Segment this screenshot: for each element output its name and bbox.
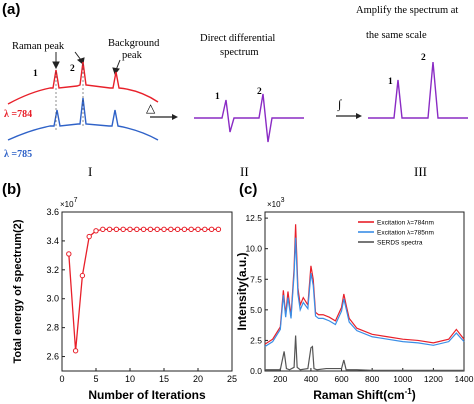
- diff-peak-1-label: 1: [215, 92, 220, 102]
- chart-c: ×103 200 400 600 800 1000 1200 1400 0.0 2.5 5.0 7.5…: [235, 197, 474, 402]
- y-tick-label: 2.8: [46, 323, 59, 333]
- x-tick-label: 1000: [393, 374, 412, 384]
- y-tick-label: 12.5: [245, 213, 262, 223]
- integral-icon: ∫: [337, 97, 342, 111]
- diff-title-line1: Direct differential: [200, 33, 275, 44]
- plot-frame: [264, 211, 465, 372]
- y-axis-title: Total energy of spectrum(2): [12, 219, 24, 363]
- x-tick-label: 400: [304, 374, 318, 384]
- peak-2-label: 2: [70, 64, 75, 74]
- energy-point: [195, 226, 201, 233]
- lambda-785-label: λ =785: [4, 149, 32, 160]
- y-tick-label: 0.0: [250, 366, 262, 376]
- y-tick-label: 3.6: [46, 207, 59, 217]
- chart-b: ×107 0 5 10 15 20 25 2.6 2.8 3.0 3.2 3.4 3.6 Number o…: [12, 197, 237, 402]
- y-axis-title: Intensity(a.u.): [235, 252, 249, 330]
- energy-point: [140, 226, 147, 233]
- y-tick-label: 7.5: [250, 274, 262, 284]
- x-tick-label: 25: [227, 374, 237, 384]
- y-tick-label: 2.6: [46, 352, 59, 362]
- diff-peak-2-label: 2: [257, 87, 262, 97]
- x-tick-label: 200: [273, 374, 287, 384]
- differential-spectrum-curve: [194, 93, 304, 143]
- x-tick-label: 15: [159, 374, 169, 384]
- annotation-arrows: [52, 51, 121, 76]
- background-peak-label-line1: Background: [108, 38, 160, 49]
- step-i-label: I: [88, 164, 92, 179]
- energy-point: [208, 226, 215, 233]
- lambda-784-label: λ =784: [4, 109, 32, 120]
- y-tick-label: 3.2: [46, 265, 59, 275]
- delta-icon: △: [146, 101, 156, 115]
- amp-peak-2-label: 2: [421, 53, 426, 63]
- y-tick-label: 3.4: [46, 236, 59, 246]
- spectrum-784-curve: [7, 61, 159, 105]
- legend-label-1: Excitation λ=785nm: [377, 230, 434, 237]
- x-tick-label: 0: [59, 374, 64, 384]
- energy-point: [188, 226, 194, 233]
- energy-point: [154, 226, 160, 233]
- amp-title-line2: the same scale: [366, 30, 427, 41]
- energy-point: [79, 272, 86, 279]
- energy-line: [68, 228, 219, 351]
- energy-point: [127, 226, 133, 233]
- amp-title-line1: Amplify the spectrum at: [356, 5, 458, 16]
- panel-b-label: (b): [2, 181, 21, 198]
- series-line-2: [265, 335, 464, 371]
- x-axis-title: Raman Shift(cm-1): [313, 387, 415, 402]
- panel-c: (c) ×103 200 400 600 800 1000 1200 1400 0.0 2.5 5.…: [235, 181, 474, 402]
- energy-point: [106, 226, 113, 233]
- x-tick-label: 600: [334, 374, 348, 384]
- peak-1-label: 1: [33, 69, 38, 79]
- energy-point: [86, 233, 92, 240]
- spectrum-785-curve: [7, 97, 159, 141]
- amp-peak-1-label: 1: [388, 77, 393, 87]
- panel-b: (b) ×107 0 5 10 15 20 25 2.6 2.8 3.0 3.2 3.4 3.6 Numb…: [2, 181, 237, 402]
- panel-a-label: (a): [2, 1, 20, 18]
- energy-point: [72, 348, 79, 354]
- x-tick-label: 1400: [455, 374, 474, 384]
- energy-point: [215, 226, 222, 233]
- amplified-spectrum-curve: [368, 61, 468, 119]
- y-tick-label: 3.0: [46, 294, 59, 304]
- y-multiplier: ×103: [267, 197, 285, 209]
- energy-point: [147, 226, 154, 233]
- energy-point: [120, 226, 126, 233]
- energy-point: [66, 251, 72, 257]
- panel-a: (a) Raman peak Background peak 1 2 λ =78…: [2, 1, 468, 179]
- step-ii-label: II: [240, 164, 249, 179]
- x-tick-label: 20: [193, 374, 203, 384]
- energy-point: [113, 226, 120, 233]
- plot-frame: [61, 211, 233, 372]
- x-tick-label: 800: [365, 374, 379, 384]
- panel-c-label: (c): [239, 181, 257, 198]
- diff-title-line2: spectrum: [220, 47, 259, 58]
- legend-label-2: SERDS spectra: [377, 240, 423, 247]
- energy-point: [181, 226, 188, 233]
- energy-point: [93, 228, 99, 234]
- energy-point: [134, 226, 140, 233]
- raman-peak-label: Raman peak: [12, 41, 65, 52]
- energy-point: [161, 226, 167, 233]
- y-tick-label: 2.5: [250, 335, 262, 345]
- y-multiplier: ×107: [60, 197, 78, 209]
- background-peak-label-line2: peak: [122, 50, 143, 61]
- energy-point: [202, 226, 208, 233]
- x-tick-label: 10: [125, 374, 135, 384]
- series-line-1: [264, 237, 465, 348]
- legend-label-0: Excitation λ=784nm: [377, 220, 434, 227]
- x-tick-label: 5: [93, 374, 98, 384]
- energy-point: [100, 226, 106, 233]
- energy-point: [168, 226, 174, 233]
- energy-point: [174, 226, 181, 233]
- arrow-to-diff-head: [172, 114, 178, 120]
- x-axis-title: Number of Iterations: [88, 388, 206, 402]
- step-iii-label: III: [414, 164, 427, 179]
- y-tick-label: 10.0: [245, 244, 262, 254]
- arrow-to-amplified-head: [356, 113, 362, 119]
- y-tick-label: 5.0: [250, 305, 262, 315]
- x-tick-label: 1200: [424, 374, 443, 384]
